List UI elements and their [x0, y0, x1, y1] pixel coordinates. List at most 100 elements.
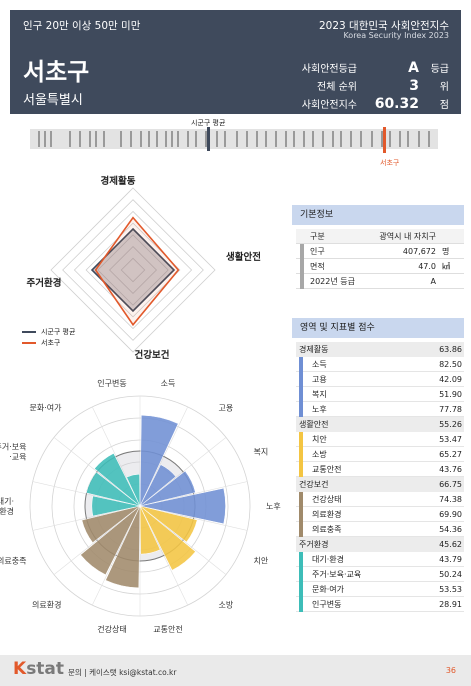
polar-category-label: 인구변동	[97, 378, 126, 388]
polar-bar	[139, 415, 179, 507]
score-list: 경제활동 63.86 소득 82.50 고용 42.09 복지 51.90 노후 77.78 생활안…	[296, 342, 464, 612]
domain-row: 주거환경 45.62	[296, 537, 464, 552]
domain-name: 생활안전	[299, 420, 329, 429]
population-category: 인구 20만 이상 50만 미만	[23, 20, 141, 32]
info-label: 2022년 등급	[310, 276, 355, 286]
indicator-row: 대기·환경 43.79	[296, 552, 464, 567]
legend-self: 서초구	[22, 337, 75, 348]
domain-score: 63.86	[439, 345, 462, 354]
polar-category-label: 의료충족	[0, 556, 26, 566]
indicator-stripe	[299, 522, 303, 537]
info-header-cell: 구분	[310, 231, 325, 241]
grade-unit: 등급	[430, 64, 449, 75]
city-name: 서울특별시	[23, 93, 83, 108]
ranking-tick	[236, 131, 239, 147]
polar-category-label: 노후	[266, 502, 281, 511]
indicator-score: 65.27	[439, 449, 462, 459]
legend-avg-label: 시군구 평균	[41, 327, 76, 336]
self-rank-label: 서초구	[380, 159, 400, 167]
ranking-tick	[331, 131, 334, 147]
polar-bar	[94, 453, 141, 507]
ranking-tick	[407, 131, 410, 147]
polar-category-label: 고용	[219, 403, 234, 412]
radar-legend: 시군구 평균 서초구	[22, 326, 75, 348]
indicator-score: 51.90	[439, 389, 462, 399]
radar-grid	[109, 246, 157, 294]
indicator-stripe	[299, 567, 303, 582]
indicator-name: 교통안전	[312, 464, 342, 474]
polar-category-label: 복지	[254, 447, 269, 456]
indicator-score: 42.09	[439, 374, 462, 384]
ranking-tick	[148, 131, 151, 147]
indicator-row: 건강상태 74.38	[296, 492, 464, 507]
polar-category-label: 주거·보육	[0, 442, 26, 451]
index-row: 사회안전지수 60.32 점	[267, 96, 449, 114]
grade-value: A	[408, 60, 419, 76]
indicator-score: 77.78	[439, 404, 462, 414]
polar-bar	[80, 505, 141, 576]
indicator-row: 노후 77.78	[296, 402, 464, 417]
polar-bar	[139, 464, 177, 507]
ranking-tick	[350, 131, 353, 147]
ranking-tick	[399, 131, 402, 147]
indicator-name: 고용	[312, 374, 327, 384]
ranking-tick	[156, 131, 159, 147]
ranking-tick	[78, 131, 81, 147]
indicator-stripe	[299, 552, 303, 567]
report-subtitle: Korea Security Index 2023	[343, 31, 449, 40]
info-value: 47.0	[418, 261, 436, 271]
indicator-score: 74.38	[439, 494, 462, 504]
radar-grid	[120, 257, 146, 283]
info-row: 2022년 등급 A	[296, 274, 464, 289]
ranking-tick	[50, 131, 53, 147]
indicator-score: 43.76	[439, 464, 462, 474]
info-header-cell: 광역시 내 자치구	[379, 231, 436, 241]
polar-bar	[139, 505, 196, 571]
ranking-self-marker	[382, 127, 386, 153]
ranking-tick	[95, 131, 98, 147]
indicator-name: 노후	[312, 404, 327, 414]
radar-axis-label: 생활안전	[226, 251, 261, 263]
info-unit: 명	[442, 246, 450, 256]
ranking-tick	[44, 131, 47, 147]
indicator-name: 소방	[312, 449, 327, 459]
indicator-score: 50.24	[439, 569, 462, 579]
footer: Kstat 문의 | 케이스탯 ksi@kstat.co.kr 36	[0, 655, 471, 686]
indicator-name: 인구변동	[312, 599, 342, 609]
domain-row: 건강보건 66.75	[296, 477, 464, 492]
header-banner: 인구 20만 이상 50만 미만 2023 대한민국 사회안전지수 Korea …	[10, 10, 461, 114]
indicator-score: 53.47	[439, 434, 462, 444]
radar-grid	[73, 210, 193, 330]
indicator-stripe	[299, 387, 303, 402]
info-row: 면적 47.0 ㎢	[296, 259, 464, 274]
polar-category-label: 소방	[219, 600, 234, 610]
ranking-tick	[256, 131, 259, 147]
indicator-name: 의료환경	[312, 509, 342, 519]
ranking-tick	[274, 131, 277, 147]
radar-axis-label: 건강보건	[135, 349, 170, 361]
radar-grid	[97, 234, 169, 306]
indicator-name: 대기·환경	[312, 554, 344, 564]
polar-category-label: 치안	[254, 556, 269, 566]
polar-category-label: ·교육	[9, 452, 26, 461]
indicator-stripe	[299, 432, 303, 447]
polar-bar	[139, 505, 198, 543]
indicator-stripe	[299, 492, 303, 507]
radar-chart: 경제활동 생활안전 건강보건 주거환경	[0, 168, 285, 368]
indicator-row: 소득 82.50	[296, 357, 464, 372]
ranking-tick	[370, 131, 373, 147]
indicator-row: 고용 42.09	[296, 372, 464, 387]
ranking-tick	[164, 131, 167, 147]
radar-series-district	[94, 216, 180, 327]
report-title: 2023 대한민국 사회안전지수	[319, 20, 449, 32]
indicator-score: 54.36	[439, 524, 462, 534]
indicator-score: 43.79	[439, 554, 462, 564]
ranking-tick	[215, 131, 218, 147]
polar-bar	[139, 470, 196, 507]
ranking-tick	[205, 131, 208, 147]
info-unit: ㎢	[442, 261, 450, 271]
polar-bar	[86, 471, 141, 507]
polar-category-label: 소득	[161, 379, 176, 388]
index-value: 60.32	[374, 96, 419, 112]
rank-value: 3	[409, 78, 419, 94]
